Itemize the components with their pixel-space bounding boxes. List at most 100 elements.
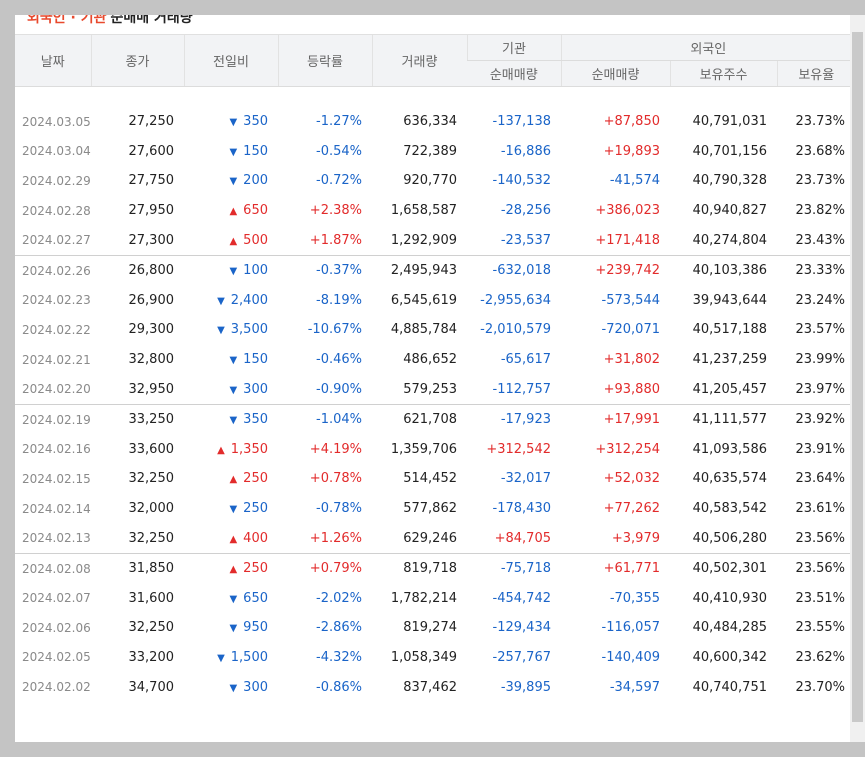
- cell-holdings: 40,103,386: [670, 254, 777, 286]
- cell-rate: -10.67%: [307, 322, 362, 338]
- cell-volume: 1,782,214: [390, 590, 457, 606]
- title-accent[interactable]: 외국인 · 기관: [27, 15, 107, 26]
- cell-institution-net: -28,256: [500, 203, 551, 219]
- arrow-up-icon: ▲: [229, 206, 238, 218]
- arrow-up-icon: ▲: [217, 444, 225, 456]
- cell-holdings: 40,701,156: [692, 143, 767, 159]
- header-close: 종가: [90, 34, 184, 87]
- arrow-down-icon: ▼: [229, 384, 238, 396]
- cell-institution-net: -16,886: [500, 143, 551, 159]
- table-row: 2024.02.06 32,250 ▼ 950 -2.86% 819,274 -129,43…: [15, 613, 850, 643]
- cell-volume: 920,770: [403, 173, 457, 189]
- cell-volume: 6,545,619: [390, 292, 457, 308]
- cell-close: 27,250: [128, 114, 175, 130]
- cell-volume: 2,495,943: [372, 254, 467, 286]
- cell-volume: 621,708: [372, 403, 467, 435]
- cell-foreign-net: +87,850: [603, 114, 660, 130]
- cell-change: ▲ 1,350: [184, 435, 278, 465]
- cell-date: 2024.02.16: [22, 442, 91, 457]
- header-volume: 거래량: [371, 34, 467, 87]
- cell-date: 2024.02.23: [22, 293, 91, 308]
- cell-volume: 514,452: [403, 471, 457, 487]
- cell-change: ▼ 300: [184, 672, 278, 702]
- cell-rate: +0.79%: [278, 552, 372, 584]
- cell-holding-ratio: 23.97%: [795, 381, 846, 397]
- cell-close: 32,000: [128, 501, 175, 517]
- cell-close: 33,250: [91, 403, 184, 435]
- change-value: 1,350: [230, 441, 268, 457]
- cell-foreign-net: -70,355: [609, 590, 660, 606]
- cell-holdings: 41,237,259: [692, 352, 767, 368]
- cell-holding-ratio: 23.64%: [795, 471, 846, 487]
- header-institution-net: 순매매량: [467, 60, 561, 87]
- arrow-down-icon: ▼: [229, 623, 238, 635]
- cell-foreign-net: +52,032: [603, 471, 660, 487]
- cell-holdings: 40,600,342: [692, 649, 767, 665]
- cell-institution-net: -137,138: [492, 114, 551, 130]
- cell-holdings: 40,410,930: [692, 590, 767, 606]
- cell-foreign-net: +77,262: [603, 501, 660, 517]
- cell-holding-ratio: 23.43%: [795, 232, 846, 248]
- arrow-up-icon: ▲: [229, 533, 238, 545]
- cell-rate: +2.38%: [309, 203, 362, 219]
- cell-date: 2024.02.05: [22, 650, 91, 665]
- cell-close: 32,800: [128, 352, 175, 368]
- cell-change: ▼ 650: [184, 584, 278, 614]
- cell-institution-net: +312,542: [486, 441, 551, 457]
- cell-close: 34,700: [128, 679, 175, 695]
- change-value: 500: [243, 232, 268, 248]
- cell-change: ▲ 650: [184, 196, 278, 226]
- cell-holding-ratio: 23.33%: [777, 254, 850, 286]
- cell-institution-net: -17,923: [467, 403, 561, 435]
- cell-foreign-net: -140,409: [601, 649, 660, 665]
- table-row: 2024.02.20 32,950 ▼ 300 -0.90% 579,253 -112,75…: [15, 374, 850, 404]
- cell-foreign-net: +17,991: [561, 403, 670, 435]
- table-row: 2024.02.29 27,750 ▼ 200 -0.72% 920,770 -140,53…: [15, 166, 850, 196]
- cell-institution-net: -2,955,634: [480, 292, 551, 308]
- cell-holdings: 40,635,574: [692, 471, 767, 487]
- header-institution-group: 기관: [466, 34, 561, 61]
- change-value: 350: [243, 114, 268, 130]
- cell-volume: 486,652: [403, 352, 457, 368]
- table-row: 2024.03.04 27,600 ▼ 150 -0.54% 722,389 -16,886…: [15, 137, 850, 167]
- cell-holding-ratio: 23.68%: [795, 143, 846, 159]
- cell-holdings: 40,740,751: [692, 679, 767, 695]
- cell-foreign-net: +386,023: [595, 203, 660, 219]
- cell-holding-ratio: 23.55%: [795, 620, 846, 636]
- cell-holding-ratio: 23.73%: [795, 173, 846, 189]
- cell-rate: -0.54%: [316, 143, 362, 159]
- cell-volume: 577,862: [403, 501, 457, 517]
- cell-date: 2024.02.21: [22, 352, 91, 367]
- arrow-down-icon: ▼: [229, 146, 238, 158]
- cell-holding-ratio: 23.57%: [795, 322, 846, 338]
- cell-holdings: 40,517,188: [692, 322, 767, 338]
- cell-volume: 1,658,587: [390, 203, 457, 219]
- cell-holding-ratio: 23.51%: [795, 590, 846, 606]
- cell-volume: 1,359,706: [390, 441, 457, 457]
- cell-rate: +4.19%: [309, 441, 362, 457]
- table-row: 2024.02.28 27,950 ▲ 650 +2.38% 1,658,587 -28,2…: [15, 196, 850, 226]
- table-header: 날짜 종가 전일비 등락률 거래량 기관 외국인 순매매량 순매매량 보유주수 …: [15, 34, 850, 87]
- table-row: 2024.02.19 33,250 ▼ 350 -1.04% 621,708 -17,923…: [15, 403, 850, 435]
- header-foreign-net: 순매매량: [560, 60, 670, 87]
- cell-institution-net: -632,018: [467, 254, 561, 286]
- change-value: 2,400: [230, 292, 268, 308]
- cell-holding-ratio: 23.56%: [777, 552, 850, 584]
- cell-volume: 819,274: [403, 620, 457, 636]
- cell-rate: -2.02%: [316, 590, 362, 606]
- cell-institution-net: -2,010,579: [480, 322, 551, 338]
- cell-holdings: 40,583,542: [692, 501, 767, 517]
- table-row: 2024.02.05 33,200 ▼ 1,500 -4.32% 1,058,349 -25…: [15, 643, 850, 673]
- cell-holding-ratio: 23.82%: [795, 203, 846, 219]
- scrollbar-thumb[interactable]: [852, 32, 863, 722]
- header-change: 전일비: [183, 34, 278, 87]
- trading-panel: 외국인 · 기관 순매매 거래량 날짜 종가 전일비 등락률 거래량 기관 외국인…: [15, 15, 850, 742]
- cell-date: 2024.03.05: [22, 114, 91, 129]
- cell-rate: -8.19%: [316, 292, 362, 308]
- arrow-down-icon: ▼: [229, 117, 238, 129]
- cell-date: 2024.02.06: [22, 620, 91, 635]
- table-row: 2024.02.27 27,300 ▲ 500 +1.87% 1,292,909 -23,5…: [15, 225, 850, 255]
- arrow-down-icon: ▼: [217, 295, 225, 307]
- arrow-down-icon: ▼: [229, 176, 238, 188]
- arrow-down-icon: ▼: [229, 355, 238, 367]
